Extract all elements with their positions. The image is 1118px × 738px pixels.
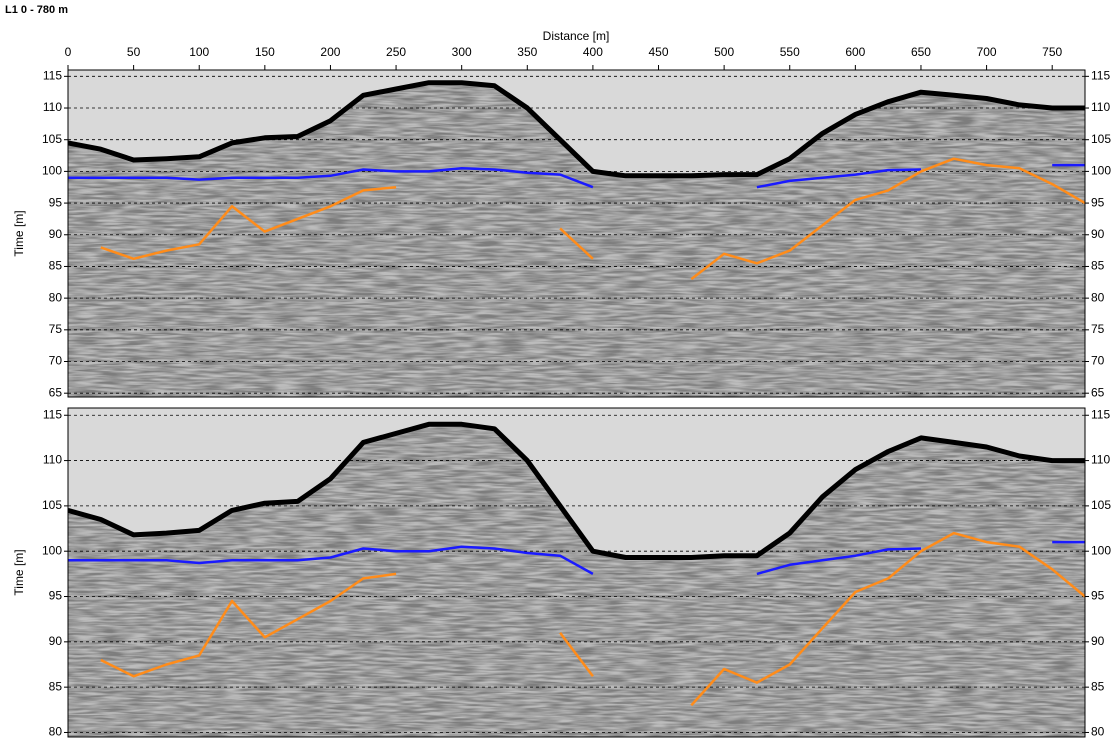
y-tick-label: 115 [1091, 69, 1110, 83]
y-tick-label: 80 [1091, 290, 1105, 304]
x-tick-label: 250 [386, 45, 406, 59]
y-tick-label: 75 [1091, 322, 1105, 336]
y-tick-label: 115 [1091, 407, 1110, 421]
y-tick-label: 90 [49, 227, 63, 241]
y-tick-label: 110 [43, 453, 62, 467]
y-tick-label: 105 [1091, 498, 1111, 512]
y-tick-label: 115 [43, 407, 62, 421]
y-axis-label: Time [m] [12, 549, 26, 595]
y-tick-label: 105 [42, 132, 62, 146]
y-tick-label: 100 [1091, 164, 1111, 178]
y-tick-label: 95 [49, 589, 63, 603]
y-tick-label: 70 [49, 354, 63, 368]
y-tick-label: 80 [49, 290, 63, 304]
y-tick-label: 100 [1091, 543, 1111, 557]
x-tick-label: 600 [845, 45, 865, 59]
y-tick-label: 75 [49, 322, 63, 336]
x-tick-label: 350 [517, 45, 537, 59]
y-tick-label: 115 [43, 69, 62, 83]
y-tick-label: 80 [49, 725, 63, 738]
plot-area [68, 408, 1085, 737]
x-tick-label: 200 [320, 45, 340, 59]
y-tick-label: 100 [42, 543, 62, 557]
y-tick-label: 85 [49, 679, 63, 693]
y-tick-label: 105 [1091, 132, 1111, 146]
y-tick-label: 90 [1091, 227, 1105, 241]
y-tick-label: 110 [1091, 100, 1110, 114]
x-tick-label: 450 [649, 45, 669, 59]
x-tick-label: 100 [189, 45, 209, 59]
x-tick-label: 650 [911, 45, 931, 59]
x-tick-label: 0 [65, 45, 72, 59]
x-tick-label: 750 [1042, 45, 1062, 59]
y-axis-label: Time [m] [12, 210, 26, 256]
y-tick-label: 100 [42, 164, 62, 178]
y-tick-label: 90 [1091, 634, 1105, 648]
y-tick-label: 90 [49, 634, 63, 648]
plot-area [68, 70, 1085, 397]
y-tick-label: 110 [43, 100, 62, 114]
y-tick-label: 95 [1091, 589, 1105, 603]
radargram-view: L1 0 - 780 m Distance [m] 65 65 70 70 75 75 80… [0, 0, 1118, 738]
x-tick-label: 550 [780, 45, 800, 59]
y-tick-label: 70 [1091, 354, 1105, 368]
y-tick-label: 105 [42, 498, 62, 512]
y-tick-label: 95 [49, 195, 63, 209]
y-tick-label: 65 [1091, 385, 1105, 399]
y-tick-label: 85 [1091, 679, 1105, 693]
y-tick-label: 65 [49, 385, 63, 399]
x-tick-label: 400 [583, 45, 603, 59]
x-tick-label: 500 [714, 45, 734, 59]
x-tick-label: 150 [255, 45, 275, 59]
x-tick-label: 50 [127, 45, 141, 59]
y-tick-label: 85 [49, 259, 63, 273]
chart-title: L1 0 - 780 m [5, 4, 68, 16]
y-tick-label: 80 [1091, 725, 1105, 738]
y-tick-label: 85 [1091, 259, 1105, 273]
y-tick-label: 95 [1091, 195, 1105, 209]
x-tick-label: 300 [452, 45, 472, 59]
x-axis-label: Distance [m] [543, 29, 610, 43]
x-tick-label: 700 [977, 45, 997, 59]
y-tick-label: 110 [1091, 453, 1110, 467]
